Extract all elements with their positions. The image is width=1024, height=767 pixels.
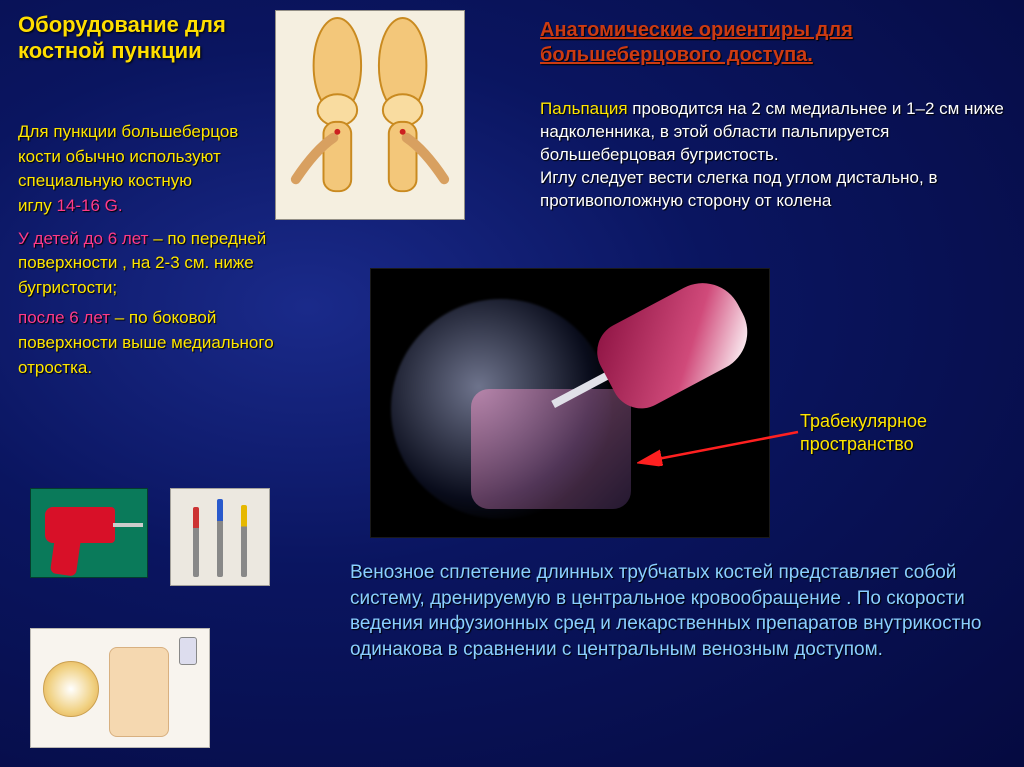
lt-p3-lead: после 6 лет <box>18 308 110 327</box>
tibia-io-3d-image <box>370 268 770 538</box>
lt-line4a: иглу <box>18 196 56 215</box>
lt-para3: после 6 лет – по боковой поверхности выш… <box>18 306 318 380</box>
lt-line4: иглу 14-16 G. <box>18 194 318 219</box>
title-right: Анатомические ориентиры длябольшеберцово… <box>540 18 853 68</box>
bottom-paragraph: Венозное сплетение длинных трубчатых кос… <box>350 560 990 663</box>
right-text-block: Пальпация проводится на 2 см медиальнее … <box>540 98 1010 213</box>
drill-bit-small-icon <box>113 523 143 527</box>
io-drill-image <box>30 488 148 578</box>
lt-line2: кости обычно используют <box>18 145 318 170</box>
trabecular-region-icon <box>471 389 631 509</box>
arm-infusion-image <box>30 628 210 748</box>
iv-bag-icon <box>179 637 197 665</box>
lt-p2-lead: У детей до 6 лет <box>18 229 148 248</box>
knee-palpation-image <box>275 10 465 220</box>
needle-yellow-icon <box>241 505 247 577</box>
lt-para2: У детей до 6 лет – по передней поверхнос… <box>18 227 318 301</box>
drill-handle-icon <box>50 527 82 576</box>
lt-line3: специальную костную <box>18 169 318 194</box>
lt-line1: Для пункции большеберцов <box>18 120 318 145</box>
left-text-block: Для пункции большеберцов кости обычно ис… <box>18 120 318 380</box>
inset-circle-icon <box>43 661 99 717</box>
rt-lead: Пальпация <box>540 99 632 118</box>
needle-blue-icon <box>217 499 223 577</box>
trabecular-label: Трабекулярноепространство <box>800 410 927 457</box>
knee-illustration-icon <box>276 11 464 219</box>
title-left: Оборудование длякостной пункции <box>18 12 226 65</box>
io-needles-image <box>170 488 270 586</box>
lt-line4b: 14-16 G. <box>56 196 122 215</box>
forearm-icon <box>109 647 169 737</box>
needle-red-icon <box>193 507 199 577</box>
